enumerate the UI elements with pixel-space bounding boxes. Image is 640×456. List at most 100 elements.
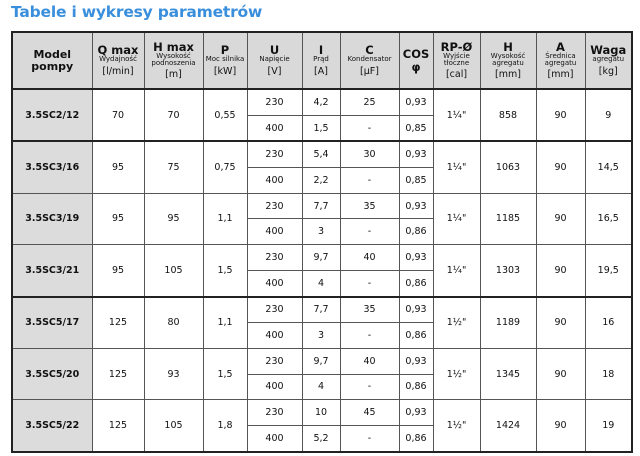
power-cell: 1,1 [202, 295, 248, 349]
column-header: A Średnica agregatu [mm] [535, 31, 586, 90]
c-cell: - [339, 218, 400, 246]
model-cell: 3.5SC5/22 [11, 399, 93, 453]
weight-cell: 18 [584, 347, 633, 401]
height-cell: 858 [479, 88, 537, 142]
height-cell: 1185 [479, 192, 537, 246]
column-unit: [mm] [547, 69, 574, 81]
i-cell: 7,7 [301, 295, 341, 324]
u-cell: 400 [246, 322, 303, 349]
model-cell: 3.5SC3/16 [11, 140, 93, 194]
table-row: 3.5SC5/17 125 80 1,1 230 7,7 35 0,93 1½" 1189 90 16 [11, 295, 633, 349]
diameter-cell: 90 [535, 295, 586, 349]
power-cell: 1,1 [202, 192, 248, 246]
model-cell: 3.5SC5/17 [11, 295, 93, 349]
height-cell: 1424 [479, 399, 537, 453]
qmax-cell: 125 [91, 295, 145, 349]
outlet-cell: 1½" [432, 295, 481, 349]
column-symbol: C [365, 43, 374, 58]
column-description: Kondensator [347, 55, 392, 64]
c-cell: - [339, 373, 400, 401]
qmax-cell: 95 [91, 140, 145, 194]
column-header: Q max Wydajność [l/min] [91, 31, 145, 90]
cos-cell: 0,93 [398, 140, 434, 169]
column-unit: [cal] [445, 69, 468, 81]
c-cell: 35 [339, 295, 400, 324]
column-symbol: A [556, 39, 565, 54]
i-cell: 9,7 [301, 347, 341, 375]
power-cell: 0,55 [202, 88, 248, 142]
column-symbol: I [318, 43, 324, 58]
table-row: 400 5,2-0,86 [12, 424, 632, 453]
diameter-cell: 90 [535, 88, 586, 142]
power-cell: 1,5 [202, 244, 248, 297]
hmax-cell: 105 [143, 399, 204, 453]
column-header: U Napięcie [V] [246, 31, 303, 90]
c-cell: 25 [339, 88, 400, 116]
i-cell: 9,7 [301, 244, 341, 271]
c-cell: 30 [339, 140, 400, 169]
c-cell: - [339, 269, 400, 298]
cos-cell: 0,86 [398, 218, 434, 246]
c-cell: 40 [339, 244, 400, 271]
table-row: 400 3-0,86 [12, 218, 632, 246]
u-cell: 230 [246, 399, 303, 426]
diameter-cell: 90 [535, 399, 586, 453]
table-row: 400 1,5-0,85 [12, 114, 632, 142]
cos-cell: 0,86 [398, 373, 434, 401]
u-cell: 400 [246, 269, 303, 298]
outlet-cell: 1¼" [432, 140, 481, 194]
column-symbol: RP-Ø [440, 39, 473, 54]
weight-cell: 9 [584, 88, 633, 142]
cos-cell: 0,93 [398, 88, 434, 116]
cos-cell: 0,93 [398, 347, 434, 375]
cos-cell: 0,86 [398, 424, 434, 453]
c-cell: - [339, 322, 400, 349]
pump-parameters-table: Model pompy Q max Wydajność [l/min] H max Wys… [11, 31, 633, 453]
column-header: C Kondensator [μF] [339, 31, 400, 90]
c-cell: 45 [339, 399, 400, 426]
qmax-cell: 125 [91, 399, 145, 453]
u-cell: 230 [246, 347, 303, 375]
column-header: I Prąd [A] [301, 31, 341, 90]
diameter-cell: 90 [535, 244, 586, 297]
cos-cell: 0,93 [398, 244, 434, 271]
column-symbol: P [220, 43, 230, 58]
column-header: RP-Ø Wyjście tłoczne [cal] [432, 31, 481, 90]
column-unit: [l/min] [102, 65, 134, 77]
outlet-cell: 1½" [432, 399, 481, 453]
hmax-cell: 93 [143, 347, 204, 401]
diameter-cell: 90 [535, 192, 586, 246]
u-cell: 230 [246, 140, 303, 169]
power-cell: 1,8 [202, 399, 248, 453]
table-row: 3.5SC5/22 125 105 1,8 230 10 45 0,93 1½" 1424 90 19 [11, 399, 633, 453]
qmax-cell: 95 [91, 244, 145, 297]
column-symbol: H [503, 39, 513, 54]
weight-cell: 14,5 [584, 140, 633, 194]
i-cell: 5,2 [301, 424, 341, 453]
u-cell: 400 [246, 424, 303, 453]
c-cell: - [339, 167, 400, 194]
model-cell: 3.5SC2/12 [11, 88, 93, 142]
column-symbol: COS φ [402, 47, 430, 74]
outlet-cell: 1½" [432, 347, 481, 401]
weight-cell: 19 [584, 399, 633, 453]
column-header: H Wysokość agregatu [mm] [479, 31, 537, 90]
column-description: Wysokość podnoszenia [151, 51, 196, 68]
column-unit: [mm] [495, 69, 521, 81]
i-cell: 2,2 [301, 167, 341, 194]
c-cell: - [339, 114, 400, 142]
c-cell: 40 [339, 347, 400, 375]
i-cell: 3 [301, 322, 341, 349]
cos-cell: 0,85 [398, 114, 434, 142]
i-cell: 10 [301, 399, 341, 426]
column-symbol: Q max [97, 43, 139, 58]
column-unit: [V] [267, 65, 282, 77]
outlet-cell: 1¼" [432, 244, 481, 297]
cos-cell: 0,93 [398, 399, 434, 426]
column-unit: [A] [314, 65, 328, 77]
qmax-cell: 70 [91, 88, 145, 142]
hmax-cell: 95 [143, 192, 204, 246]
column-header: Model pompy [11, 31, 93, 90]
column-description: Średnica agregatu [544, 51, 577, 68]
column-unit: [μF] [360, 65, 379, 77]
